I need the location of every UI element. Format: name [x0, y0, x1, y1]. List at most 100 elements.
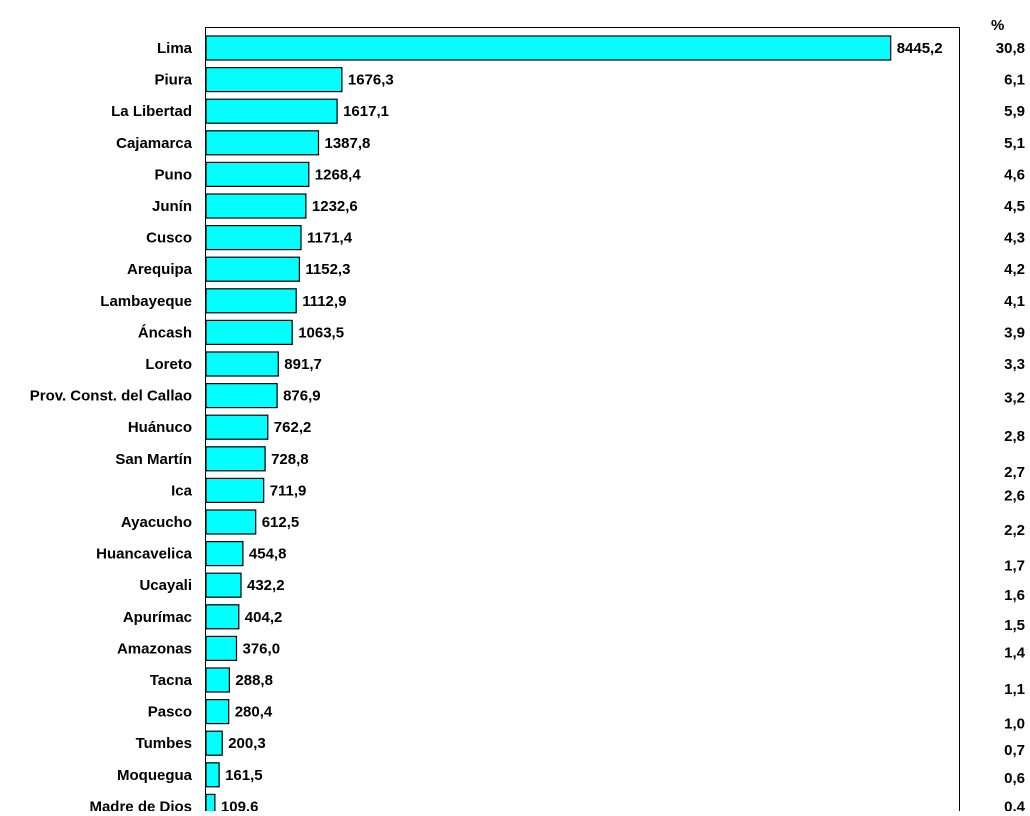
- bars-layer: [205, 35, 892, 816]
- bar-18: [205, 604, 240, 630]
- bar-24: [205, 793, 216, 816]
- bar-19: [205, 635, 238, 662]
- value-label-12: 762,2: [274, 419, 312, 436]
- value-label-21: 280,4: [235, 704, 273, 721]
- percent-label-20: 1,1: [1004, 681, 1025, 698]
- bar-16: [205, 540, 244, 567]
- category-label-3: Cajamarca: [116, 135, 193, 152]
- percent-label-7: 4,2: [1004, 261, 1025, 278]
- percent-label-15: 2,2: [1004, 522, 1025, 539]
- category-label-20: Tacna: [150, 672, 193, 689]
- category-label-6: Cusco: [146, 230, 192, 247]
- value-label-22: 200,3: [228, 735, 266, 752]
- category-label-17: Ucayali: [139, 577, 192, 594]
- category-label-14: Ica: [171, 482, 193, 499]
- category-label-11: Prov. Const. del Callao: [30, 388, 192, 405]
- value-label-20: 288,8: [235, 672, 273, 689]
- category-label-7: Arequipa: [127, 261, 193, 278]
- bar-3: [205, 130, 320, 156]
- value-label-23: 161,5: [225, 767, 263, 784]
- value-label-17: 432,2: [247, 577, 285, 594]
- value-label-4: 1268,4: [315, 166, 362, 183]
- percent-label-1: 6,1: [1004, 72, 1025, 89]
- percent-label-10: 3,3: [1004, 356, 1025, 373]
- value-label-5: 1232,6: [312, 198, 358, 215]
- category-label-10: Loreto: [145, 356, 192, 373]
- value-label-11: 876,9: [283, 388, 321, 405]
- percent-label-5: 4,5: [1004, 198, 1025, 215]
- percent-label-17: 1,6: [1004, 587, 1025, 604]
- bar-4: [205, 161, 310, 187]
- category-label-23: Moquegua: [117, 767, 193, 784]
- category-label-2: La Libertad: [111, 103, 192, 120]
- value-label-9: 1063,5: [298, 324, 344, 341]
- percent-label-12: 2,8: [1004, 428, 1025, 445]
- value-label-2: 1617,1: [343, 103, 389, 120]
- percent-label-6: 4,3: [1004, 230, 1025, 247]
- value-label-8: 1112,9: [302, 293, 346, 310]
- percent-label-19: 1,4: [1004, 644, 1026, 661]
- value-label-18: 404,2: [245, 609, 283, 626]
- category-label-21: Pasco: [148, 704, 192, 721]
- percent-label-4: 4,6: [1004, 166, 1025, 183]
- category-label-24: Madre de Dios: [89, 798, 192, 811]
- category-label-5: Junín: [152, 198, 192, 215]
- percent-header: %: [991, 17, 1004, 34]
- category-label-22: Tumbes: [136, 735, 192, 752]
- bar-0: [205, 35, 892, 61]
- category-label-9: Áncash: [138, 324, 192, 341]
- value-label-13: 728,8: [271, 451, 309, 468]
- value-label-0: 8445,2: [897, 40, 943, 57]
- category-label-8: Lambayeque: [100, 293, 192, 310]
- bar-2: [205, 98, 338, 124]
- category-label-15: Ayacucho: [121, 514, 192, 531]
- category-label-18: Apurímac: [123, 609, 192, 626]
- category-label-19: Amazonas: [117, 640, 192, 657]
- percent-label-23: 0,6: [1004, 770, 1025, 787]
- value-label-19: 376,0: [243, 640, 281, 657]
- percent-label-21: 1,0: [1004, 716, 1025, 733]
- percent-label-14: 2,6: [1004, 487, 1025, 504]
- bar-5: [205, 193, 307, 219]
- value-label-1: 1676,3: [348, 72, 394, 89]
- value-label-6: 1171,4: [307, 230, 353, 247]
- bar-1: [205, 66, 343, 93]
- value-label-15: 612,5: [262, 514, 300, 531]
- category-label-13: San Martín: [115, 451, 192, 468]
- bar-21: [205, 698, 230, 725]
- percent-label-24: 0,4: [1004, 798, 1026, 811]
- value-label-10: 891,7: [284, 356, 322, 373]
- value-label-3: 1387,8: [325, 135, 371, 152]
- bar-13: [205, 446, 266, 472]
- percent-label-22: 0,7: [1004, 742, 1025, 759]
- percent-label-16: 1,7: [1004, 558, 1025, 575]
- bar-14: [205, 477, 265, 503]
- bar-6: [205, 225, 302, 251]
- percent-label-8: 4,1: [1004, 293, 1025, 310]
- category-label-0: Lima: [157, 40, 193, 57]
- value-label-16: 454,8: [249, 546, 287, 563]
- bar-9: [205, 319, 293, 345]
- bar-10: [205, 351, 279, 377]
- bar-12: [205, 414, 269, 440]
- percent-label-13: 2,7: [1004, 464, 1025, 481]
- percent-label-18: 1,5: [1004, 617, 1025, 634]
- bar-17: [205, 572, 242, 598]
- value-label-24: 109,6: [221, 798, 259, 811]
- value-label-14: 711,9: [270, 482, 307, 499]
- category-label-16: Huancavelica: [96, 546, 193, 563]
- percent-label-11: 3,2: [1004, 390, 1025, 407]
- labels-layer: Lima 8445,2 30,8 Piura 1676,3 6,1 La Libertad 1…: [30, 40, 1026, 815]
- bar-11: [205, 383, 278, 409]
- bar-8: [205, 288, 297, 314]
- category-label-12: Huánuco: [128, 419, 192, 436]
- category-label-4: Puno: [155, 166, 193, 183]
- bar-7: [205, 256, 301, 282]
- percent-label-0: 30,8: [996, 40, 1025, 57]
- percent-label-9: 3,9: [1004, 324, 1025, 341]
- bar-23: [205, 762, 220, 788]
- category-label-1: Piura: [154, 72, 192, 89]
- value-label-7: 1152,3: [305, 261, 350, 278]
